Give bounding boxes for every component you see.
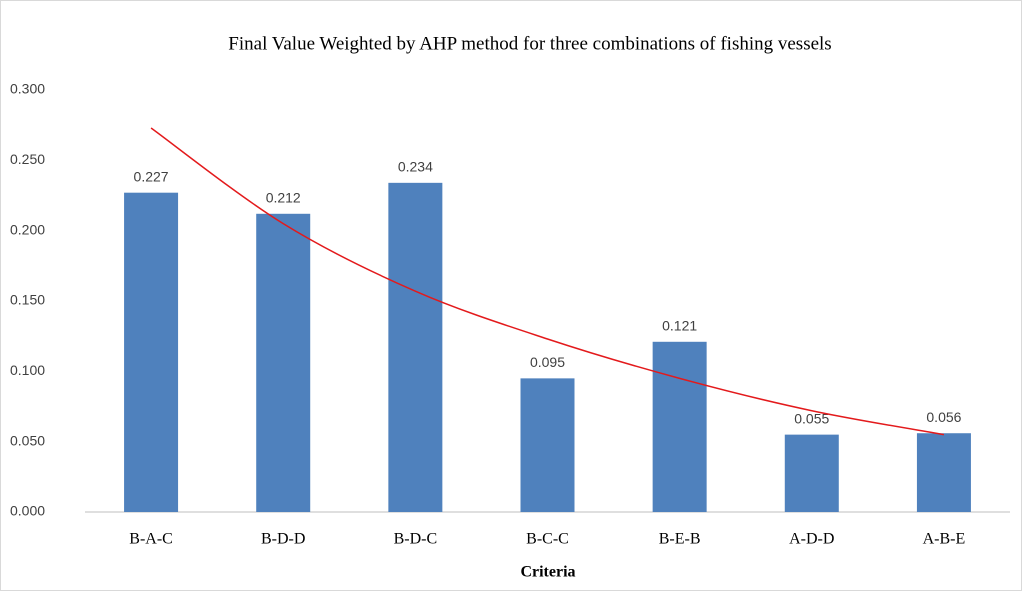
bar	[916, 433, 971, 512]
y-tick-label: 0.300	[10, 81, 45, 97]
y-tick-label: 0.050	[10, 432, 45, 448]
bar	[784, 434, 839, 512]
trendline	[150, 127, 945, 436]
chart-title: Final Value Weighted by AHP method for t…	[228, 33, 831, 54]
bar	[124, 192, 179, 513]
y-tick-label: 0.250	[10, 151, 45, 167]
x-tick-label: B-C-C	[526, 531, 569, 548]
data-label: 0.234	[398, 159, 433, 175]
data-label: 0.056	[926, 409, 961, 425]
y-tick-label: 0.000	[10, 503, 45, 519]
bar	[388, 182, 443, 512]
x-tick-label: B-D-C	[394, 531, 438, 548]
data-label: 0.227	[134, 168, 169, 184]
data-label: 0.095	[530, 354, 565, 370]
data-label: 0.212	[266, 189, 301, 205]
x-axis-label: Criteria	[520, 564, 575, 581]
x-tick-label: B-A-C	[129, 531, 173, 548]
x-tick-label: B-E-B	[659, 531, 701, 548]
x-tick-label: B-D-D	[261, 531, 305, 548]
bar	[652, 341, 707, 512]
x-tick-label: A-D-D	[789, 531, 834, 548]
y-tick-label: 0.100	[10, 362, 45, 378]
bar	[256, 213, 311, 512]
y-tick-label: 0.150	[10, 292, 45, 308]
data-label: 0.055	[794, 410, 829, 426]
y-tick-label: 0.200	[10, 221, 45, 237]
bar	[520, 378, 575, 512]
x-tick-label: A-B-E	[923, 531, 966, 548]
data-label: 0.121	[662, 317, 697, 333]
